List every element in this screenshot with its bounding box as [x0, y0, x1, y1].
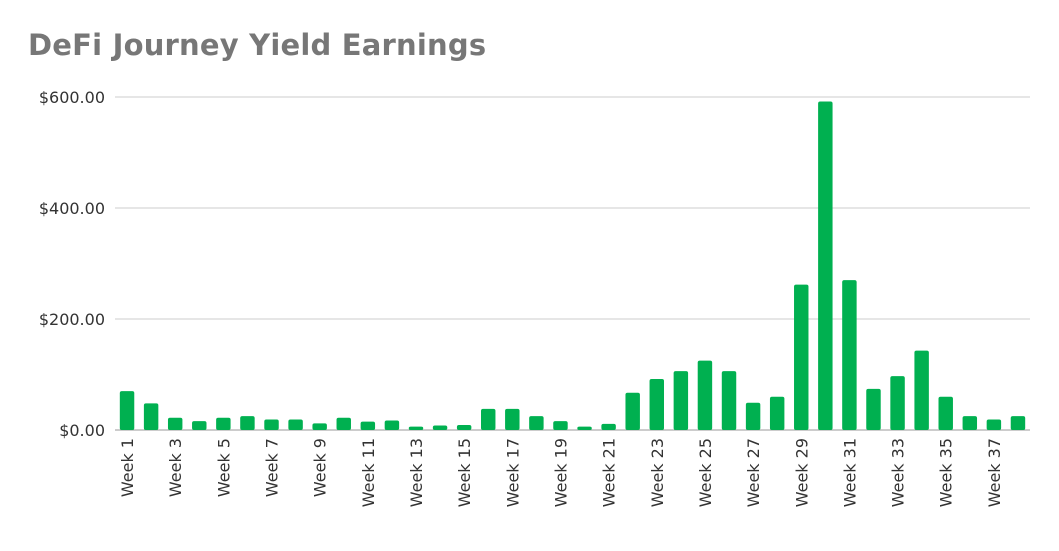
bar-week-34 — [914, 350, 929, 430]
y-tick-label: $0.00 — [59, 421, 105, 440]
bar-week-9 — [312, 423, 327, 430]
x-tick-label: Week 7 — [263, 438, 282, 497]
bar-week-27 — [745, 402, 761, 430]
bar-week-3 — [167, 417, 183, 430]
x-tick-label: Week 11 — [359, 438, 378, 507]
x-tick-label: Week 19 — [551, 438, 570, 507]
x-tick-label: Week 25 — [696, 438, 715, 507]
bar-week-17 — [505, 408, 520, 430]
x-tick-label: Week 17 — [503, 438, 522, 507]
x-tick-label: Week 15 — [455, 438, 474, 507]
x-tick-label: Week 1 — [118, 438, 137, 497]
bars — [119, 101, 1026, 431]
bar-week-28 — [769, 396, 785, 430]
bar-week-38 — [1010, 416, 1026, 431]
bar-week-23 — [649, 378, 664, 430]
x-tick-label: Week 5 — [214, 438, 233, 497]
bar-week-30 — [818, 101, 833, 430]
x-tick-label: Week 3 — [166, 438, 185, 497]
bar-week-25 — [697, 360, 713, 431]
bar-week-33 — [890, 376, 905, 430]
bar-week-10 — [336, 417, 351, 430]
chart-title: DeFi Journey Yield Earnings — [28, 28, 487, 62]
bar-week-1 — [119, 391, 135, 430]
y-tick-label: $600.00 — [39, 88, 105, 107]
x-tick-label: Week 37 — [985, 438, 1004, 507]
bar-week-4 — [192, 421, 207, 430]
bar-week-5 — [216, 417, 231, 430]
bar-week-21 — [601, 423, 616, 430]
bar-week-7 — [264, 419, 279, 430]
bar-week-29 — [794, 284, 809, 430]
x-tick-label: Week 33 — [889, 438, 908, 507]
x-tick-label: Week 27 — [744, 438, 763, 507]
x-tick-label: Week 21 — [600, 438, 619, 507]
bar-week-14 — [432, 425, 448, 430]
y-tick-label: $400.00 — [39, 199, 105, 218]
bar-week-18 — [529, 416, 544, 431]
bar-week-32 — [866, 388, 881, 430]
bar-week-19 — [553, 421, 568, 430]
bar-week-13 — [408, 426, 424, 430]
bar-week-2 — [143, 403, 159, 430]
bar-week-16 — [481, 408, 496, 430]
bar-week-20 — [577, 426, 592, 430]
bar-week-8 — [288, 419, 303, 430]
bar-week-11 — [360, 421, 376, 430]
x-tick-label: Week 35 — [937, 438, 956, 507]
x-tick-label: Week 23 — [648, 438, 667, 507]
x-tick-label: Week 13 — [407, 438, 426, 507]
x-tick-label: Week 29 — [792, 438, 811, 507]
x-axis-ticks: Week 1 Week 3 Week 5 Week 7 Week 9 Week 11 Wee… — [118, 438, 1004, 507]
bar-week-22 — [625, 392, 640, 430]
bar-week-26 — [721, 371, 737, 430]
y-tick-label: $200.00 — [39, 310, 105, 329]
bar-week-35 — [938, 396, 953, 430]
x-tick-label: Week 31 — [840, 438, 859, 507]
x-tick-label: Week 9 — [311, 438, 330, 497]
bar-week-12 — [384, 420, 400, 430]
bar-week-6 — [240, 416, 255, 431]
bar-week-15 — [456, 425, 472, 430]
bar-week-36 — [962, 416, 978, 431]
bar-week-37 — [986, 419, 1002, 430]
y-axis-ticks: $0.00 $200.00 $400.00 $600.00 — [39, 88, 105, 440]
bar-week-31 — [842, 280, 857, 430]
bar-week-24 — [673, 371, 689, 430]
